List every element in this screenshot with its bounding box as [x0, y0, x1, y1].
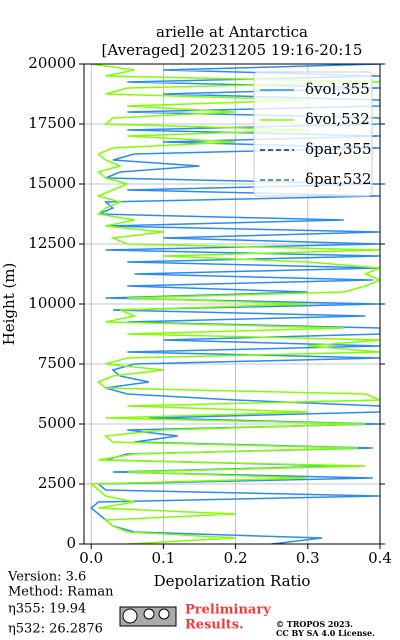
- y-tick-label: 15000: [28, 174, 76, 192]
- x-axis-label: Depolarization Ratio: [154, 572, 311, 590]
- cc-badge: [119, 606, 177, 627]
- y-tick-label: 5000: [38, 414, 76, 432]
- y-tick-label: 7500: [38, 354, 76, 372]
- legend-label: δvol,355: [305, 80, 370, 98]
- x-tick-label: 0.1: [151, 549, 175, 567]
- legend: δvol,355 δvol,532 δpar,355 δpar,532: [253, 71, 373, 197]
- y-tick-label: 2500: [38, 474, 76, 492]
- notice: Preliminary: [185, 603, 271, 618]
- legend-label: δpar,532: [305, 170, 372, 188]
- legend-box: [253, 71, 373, 197]
- eta355: η355: 19.94: [8, 602, 86, 617]
- y-tick-label: 17500: [28, 114, 76, 132]
- y-tick-label: 10000: [28, 294, 76, 312]
- version: Version: 3.6: [7, 570, 86, 585]
- chart-title: arielle at Antarctica: [156, 23, 308, 41]
- y-tick-label: 0: [66, 534, 76, 552]
- y-axis-label: Height (m): [0, 263, 18, 346]
- legend-label: δpar,355: [305, 140, 372, 158]
- plot-frame: [83, 63, 381, 545]
- notice: Results.: [185, 618, 244, 633]
- x-tick-label: 0.2: [224, 549, 248, 567]
- x-tick-label: 0.0: [79, 549, 103, 567]
- method: Method: Raman: [8, 585, 114, 600]
- y-tick-label: 20000: [28, 54, 76, 72]
- license: CC BY SA 4.0 License.: [276, 628, 375, 638]
- profile-line: [89, 64, 380, 544]
- legend-label: δvol,532: [305, 110, 370, 128]
- copyright: © TROPOS 2023.: [276, 619, 353, 629]
- x-tick-label: 0.4: [368, 549, 392, 567]
- x-tick-label: 0.3: [296, 549, 320, 567]
- eta532: η532: 26.2876: [8, 622, 103, 637]
- chart-subtitle: [Averaged] 20231205 19:16-20:15: [102, 41, 363, 59]
- y-tick-label: 12500: [28, 234, 76, 252]
